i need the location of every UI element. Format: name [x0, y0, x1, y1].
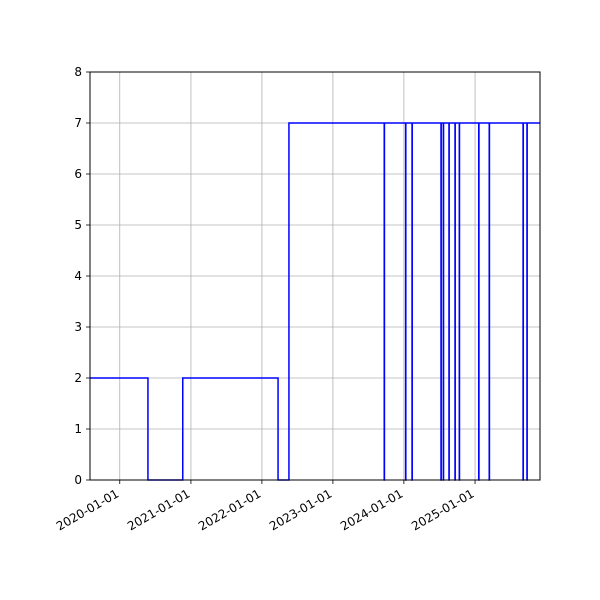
- y-axis-ticks: 0 1 2 3 4 5 6 7 8: [74, 65, 90, 487]
- x-axis-ticks: 2020-01-01 2021-01-01 2022-01-01 2023-01-01…: [54, 480, 477, 533]
- x-tick-label: 2022-01-01: [196, 486, 263, 533]
- y-tick-label: 3: [74, 320, 82, 334]
- x-tick-label: 2025-01-01: [409, 486, 476, 533]
- series-line: [90, 122, 540, 481]
- y-tick-label: 8: [74, 65, 82, 79]
- y-tick-label: 6: [74, 167, 82, 181]
- y-tick-label: 5: [74, 218, 82, 232]
- y-tick-label: 2: [74, 371, 82, 385]
- grid-lines: [90, 71, 540, 481]
- x-tick-label: 2021-01-01: [125, 486, 192, 533]
- x-tick-label: 2024-01-01: [338, 486, 405, 533]
- x-tick-label: 2023-01-01: [267, 486, 334, 533]
- series-layer: [90, 122, 540, 481]
- y-tick-label: 1: [74, 422, 82, 436]
- y-tick-label: 4: [74, 269, 82, 283]
- y-tick-label: 7: [74, 116, 82, 130]
- x-tick-label: 2020-01-01: [54, 486, 121, 533]
- y-tick-label: 0: [74, 473, 82, 487]
